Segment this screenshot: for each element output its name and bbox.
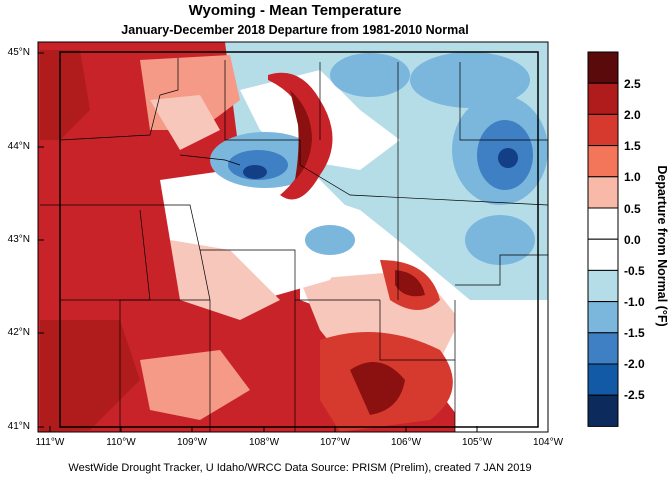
field-north-patch: [330, 53, 410, 97]
state-outline: [59, 51, 539, 428]
field-southeast-white: [455, 300, 548, 432]
colorbar-box: [587, 145, 619, 178]
lon-ticks: [49, 426, 549, 432]
field-bighorn-core: [243, 165, 267, 179]
colorbar-label: -0.5: [624, 264, 645, 278]
lat-label: 45°N: [7, 47, 30, 58]
lon-label: 105°W: [461, 437, 493, 448]
lat-ticks: [38, 52, 44, 428]
colorbar-box: [587, 301, 619, 334]
lat-label: 42°N: [7, 327, 30, 338]
field-south-darkred: [350, 362, 405, 415]
field-east-blue: [465, 215, 535, 265]
anomaly-field: [38, 42, 548, 432]
lon-label: 109°W: [176, 437, 208, 448]
field-center-blue: [305, 225, 355, 255]
colorbar-box: [587, 176, 619, 209]
field-northeast-core: [498, 148, 518, 168]
colorbar-label: 2.5: [624, 77, 641, 91]
lat-label: 43°N: [7, 234, 30, 245]
field-ridge-inner: [290, 90, 312, 180]
lon-label: 108°W: [248, 437, 280, 448]
colorbar-box: [587, 332, 619, 365]
colorbar-label: -1.0: [624, 295, 645, 309]
field-se-darkred: [395, 270, 425, 297]
footer-credit: WestWide Drought Tracker, U Idaho/WRCC D…: [68, 462, 532, 474]
lon-label: 106°W: [390, 437, 422, 448]
lon-label: 104°W: [532, 437, 564, 448]
colorbar-box: [587, 269, 619, 303]
colorbar-label: -1.5: [624, 326, 645, 340]
colorbar-box: [587, 113, 619, 147]
colorbar-box: [587, 394, 619, 427]
colorbar-box: [587, 82, 619, 115]
field-southwest-darkred: [40, 320, 140, 432]
colorbar-label: 0.5: [624, 202, 641, 216]
lon-label: 111°W: [35, 437, 65, 448]
map-subtitle: January-December 2018 Departure from 198…: [121, 23, 469, 37]
colorbar-title: Departure from Normal (°F): [655, 165, 669, 327]
colorbar-box: [587, 51, 619, 84]
map-frame: [37, 41, 549, 433]
colorbar-label: 0.0: [624, 233, 641, 247]
colorbar-label: 2.0: [624, 108, 641, 122]
colorbar-box: [587, 363, 619, 396]
county-boundaries: [40, 58, 548, 432]
field-north-blue: [410, 52, 530, 108]
map-title: Wyoming - Mean Temperature: [188, 2, 402, 19]
colorbar-label: -2.0: [624, 357, 645, 371]
colorbar-label: 1.5: [624, 139, 641, 153]
lat-label: 44°N: [7, 141, 30, 152]
field-bighorn-darkblue: [228, 150, 288, 180]
field-southwest-light: [140, 350, 250, 420]
colorbar-boxes: [587, 51, 619, 427]
lon-label: 107°W: [319, 437, 351, 448]
field-northwest-dark: [40, 50, 90, 140]
lat-label: 41°N: [7, 421, 30, 432]
colorbar-box: [587, 238, 619, 271]
field-bighorn-ridge: [268, 72, 333, 200]
colorbar-label: 1.0: [624, 170, 641, 184]
colorbar-box: [587, 207, 619, 240]
field-west-pink: [150, 95, 220, 150]
colorbar-label: -2.5: [624, 388, 645, 402]
lon-label: 110°W: [106, 437, 136, 448]
